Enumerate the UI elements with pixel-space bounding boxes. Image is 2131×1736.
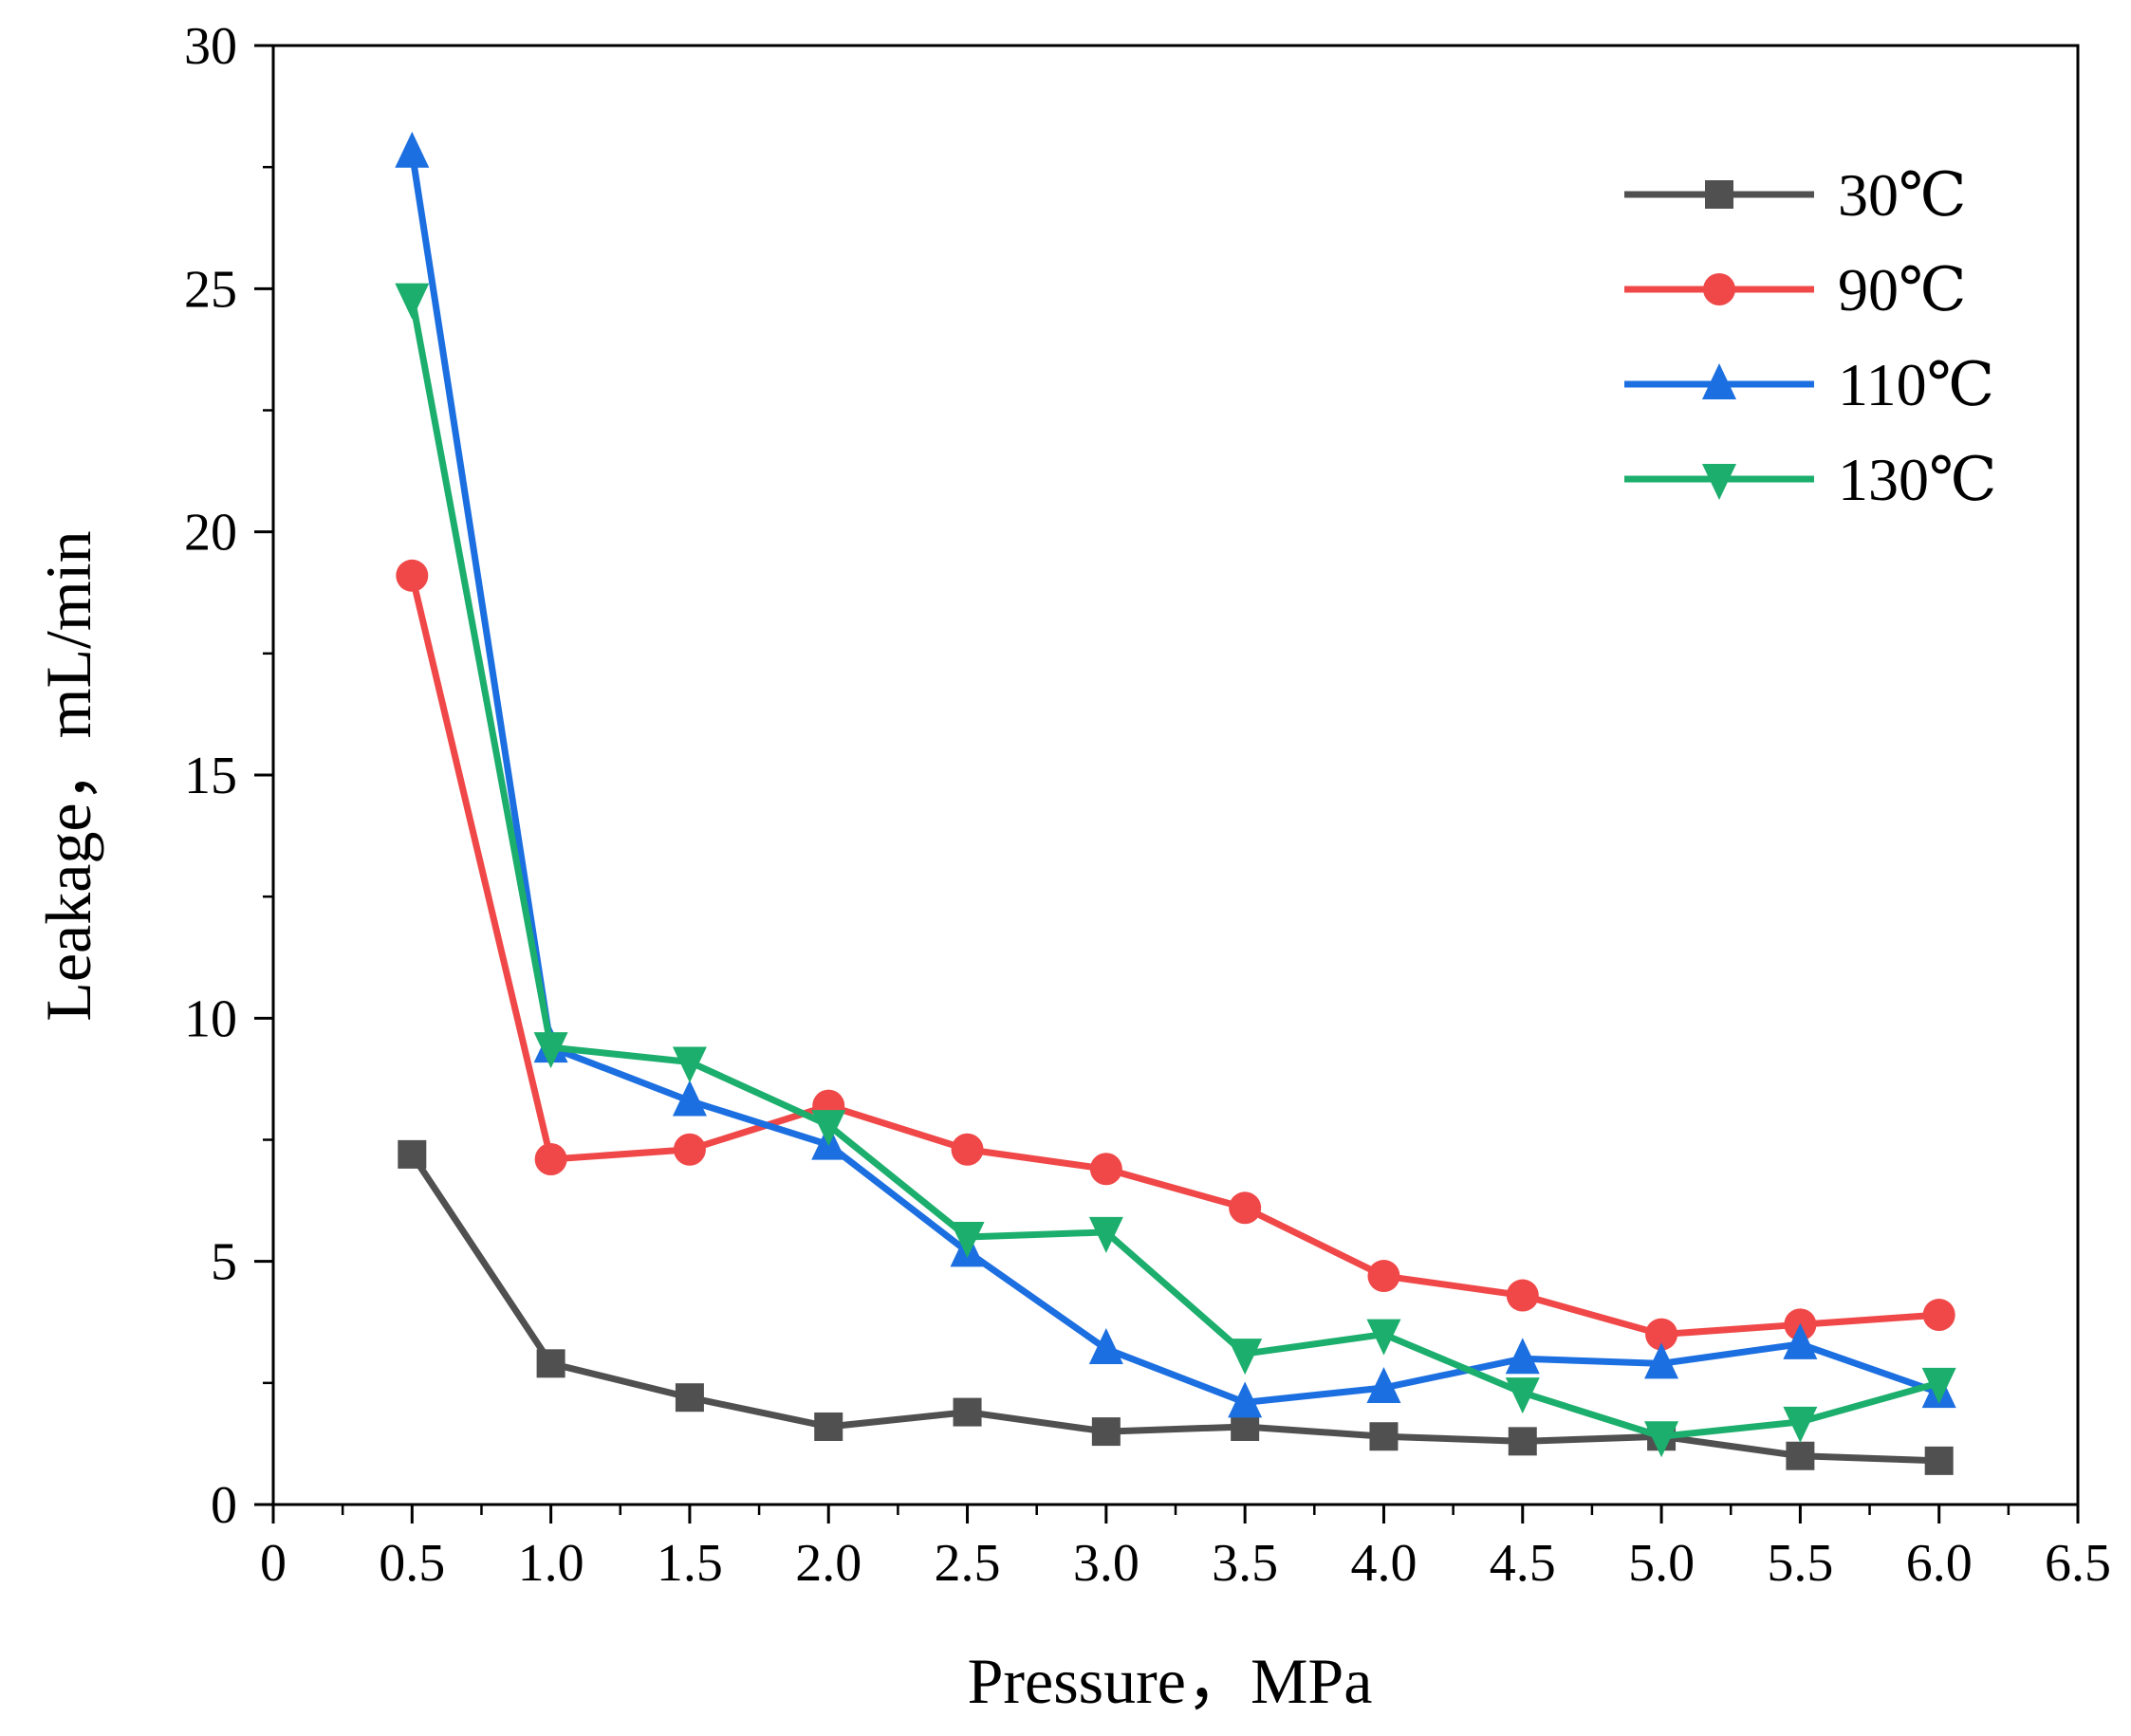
legend-label: 30℃ <box>1838 161 1967 229</box>
series-line <box>408 297 1940 1440</box>
x-tick-label: 6.0 <box>1906 1534 1973 1593</box>
data-point <box>1367 1260 1400 1293</box>
data-point <box>1645 1318 1678 1351</box>
data-point <box>1922 1299 1955 1332</box>
data-point <box>1089 1153 1122 1186</box>
legend-label: 130℃ <box>1838 446 1997 513</box>
series-layer <box>395 131 1956 1475</box>
data-point <box>398 1139 427 1169</box>
data-point <box>950 1222 985 1259</box>
x-tick-label: 1.5 <box>657 1534 723 1593</box>
series-4 <box>395 283 1956 1458</box>
data-point <box>1091 1417 1121 1447</box>
data-point <box>1088 1216 1123 1253</box>
data-point <box>1505 1377 1540 1414</box>
legend-label: 110℃ <box>1838 351 1994 418</box>
data-point <box>1505 1338 1540 1375</box>
y-tick-label: 10 <box>184 989 237 1048</box>
x-tick-label: 2.5 <box>935 1534 1001 1593</box>
x-tick-label: 1.0 <box>518 1534 584 1593</box>
data-point <box>1229 1191 1262 1225</box>
series-3 <box>395 131 1956 1418</box>
series-line <box>408 152 1940 1406</box>
y-tick-label: 0 <box>211 1476 237 1535</box>
data-point <box>1783 1406 1818 1443</box>
data-point <box>1783 1322 1818 1359</box>
y-tick-label: 30 <box>184 17 237 76</box>
data-point <box>814 1412 843 1441</box>
legend-entry: 30℃ <box>1624 161 1967 229</box>
x-tick-label: 4.0 <box>1350 1534 1417 1593</box>
axes: 0 0.5 1.0 1.5 2.0 2.5 3.0 3.5 4.0 4.5 5.0 5.5 6.0 6.5… <box>184 17 2111 1593</box>
y-tick-label: 20 <box>184 504 237 563</box>
data-point <box>811 1110 846 1147</box>
data-point <box>1644 1421 1679 1458</box>
data-point <box>1366 1366 1401 1403</box>
legend-marker <box>1703 273 1735 305</box>
y-tick-label: 15 <box>184 747 237 805</box>
x-tick-label: 5.5 <box>1767 1534 1833 1593</box>
legend-entry: 130℃ <box>1624 446 1997 513</box>
y-axis-title: Leakage，mL/min <box>32 530 104 1021</box>
y-tick-label: 5 <box>211 1233 237 1292</box>
data-point <box>396 559 429 592</box>
data-point <box>951 1133 984 1166</box>
data-point <box>1228 1339 1263 1376</box>
data-point <box>536 1349 565 1378</box>
x-tick-label: 3.0 <box>1073 1534 1140 1593</box>
legend-entry: 90℃ <box>1624 256 1967 323</box>
x-tick-label: 3.5 <box>1212 1534 1278 1593</box>
data-point <box>1921 1367 1956 1404</box>
series-2 <box>396 559 1955 1351</box>
data-point <box>1088 1327 1123 1364</box>
data-point <box>1508 1427 1537 1456</box>
legend: 30℃ 90℃ 110℃ 130℃ <box>1624 161 1997 513</box>
data-point <box>1228 1381 1263 1418</box>
data-point <box>534 1143 567 1176</box>
x-tick-label: 2.0 <box>795 1534 862 1593</box>
data-point <box>1366 1319 1401 1356</box>
legend-marker <box>1702 363 1736 399</box>
series-line <box>409 1152 1939 1465</box>
plot-frame <box>271 44 2080 1506</box>
data-point <box>533 1032 568 1069</box>
data-point <box>395 131 430 168</box>
data-point <box>672 1080 707 1117</box>
data-point <box>395 283 430 320</box>
data-point <box>675 1383 704 1413</box>
x-axis-title: Pressure，MPa <box>968 1645 1373 1717</box>
legend-label: 90℃ <box>1838 256 1967 323</box>
data-point <box>1369 1422 1399 1451</box>
series-line <box>408 574 1939 1339</box>
data-point <box>672 1046 707 1083</box>
data-point <box>673 1133 706 1166</box>
data-point <box>953 1397 982 1427</box>
x-tick-label: 5.0 <box>1628 1534 1695 1593</box>
x-tick-label: 0.5 <box>379 1534 445 1593</box>
legend-marker <box>1705 180 1733 209</box>
legend-marker <box>1702 464 1736 500</box>
data-point <box>1506 1279 1539 1312</box>
data-point <box>1924 1446 1954 1475</box>
data-point <box>1644 1342 1679 1379</box>
data-point <box>1786 1441 1815 1470</box>
x-tick-label: 0 <box>260 1534 287 1593</box>
y-tick-label: 25 <box>184 260 237 319</box>
x-tick-label: 6.5 <box>2045 1534 2111 1593</box>
x-tick-label: 4.5 <box>1490 1534 1556 1593</box>
legend-entry: 110℃ <box>1624 351 1994 418</box>
